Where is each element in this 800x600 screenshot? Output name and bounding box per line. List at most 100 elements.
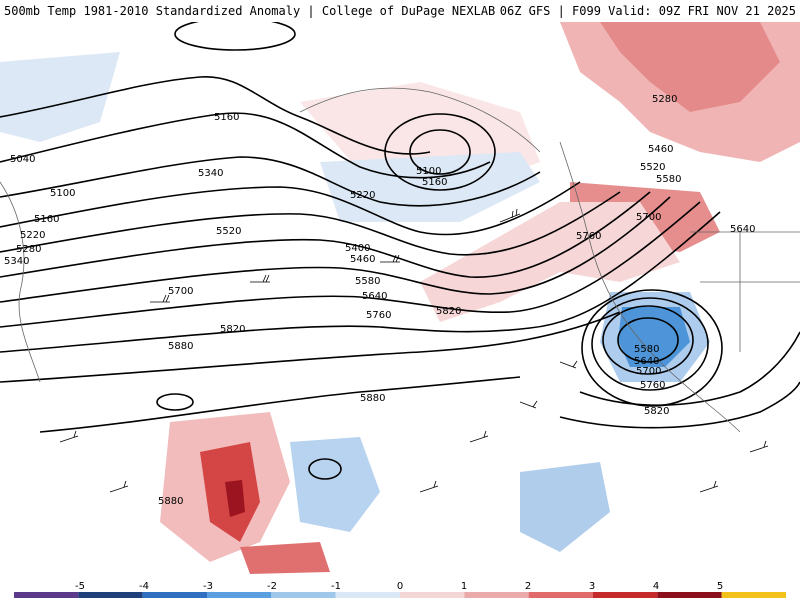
contour-label: 5100 bbox=[416, 166, 441, 177]
contour-label: 5880 bbox=[360, 393, 385, 404]
contour-label: 5700 bbox=[636, 366, 661, 377]
contour-label: 5880 bbox=[168, 341, 193, 352]
warm-anomaly-south-tail bbox=[240, 542, 330, 574]
contour-label: 5340 bbox=[198, 168, 223, 179]
cold-anomaly-trough bbox=[320, 152, 540, 222]
colorbar: -5 -4 -3 -2 -1 0 1 2 3 4 5 bbox=[14, 581, 786, 598]
contour-label: 5820 bbox=[220, 324, 245, 335]
colorbar-segment bbox=[335, 592, 400, 598]
colorbar-tick-label: 5 bbox=[717, 581, 723, 592]
coastline-alaska bbox=[299, 87, 541, 153]
warm-anomaly-northeast-core bbox=[600, 22, 780, 112]
colorbar-tick-label: 3 bbox=[589, 581, 595, 592]
wind-barb bbox=[150, 294, 170, 303]
colorbar-segments bbox=[14, 592, 786, 598]
contour-label: 5400 bbox=[345, 243, 370, 254]
wind-barb bbox=[699, 480, 719, 493]
model-run-label: 06Z GFS | F099 Valid: 09Z FRI NOV 21 202… bbox=[499, 4, 796, 18]
map-header: 500mb Temp 1981-2010 Standardized Anomal… bbox=[0, 0, 800, 22]
contour-line bbox=[579, 331, 800, 406]
colorbar-segment bbox=[78, 592, 143, 598]
contour-label: 5460 bbox=[350, 254, 375, 265]
colorbar-segment bbox=[528, 592, 593, 598]
colorbar-tick-label: 0 bbox=[397, 581, 403, 592]
contour-label: 5580 bbox=[355, 276, 380, 287]
colorbar-tick-label: -1 bbox=[331, 581, 341, 592]
contour-closed-high-northwest bbox=[174, 22, 296, 51]
contour-line bbox=[0, 191, 621, 256]
contour-line bbox=[39, 376, 521, 433]
colorbar-tick-label: 1 bbox=[461, 581, 467, 592]
contour-small-low bbox=[308, 458, 342, 480]
anomaly-shading bbox=[0, 22, 800, 574]
contour-label: 5700 bbox=[168, 286, 193, 297]
contour-label: 5640 bbox=[730, 224, 755, 235]
contour-line bbox=[559, 381, 800, 429]
wind-barb bbox=[419, 480, 439, 493]
contour-closed-low-north bbox=[409, 129, 471, 175]
colorbar-segment bbox=[14, 592, 79, 598]
contour-closed-low-southwest-4 bbox=[581, 289, 723, 407]
contour-line bbox=[0, 156, 541, 207]
contour-label: 5160 bbox=[34, 214, 59, 225]
contour-label: 5100 bbox=[50, 188, 75, 199]
contour-closed-low-southwest bbox=[617, 317, 679, 363]
contour-label: 5760 bbox=[576, 231, 601, 242]
colorbar-segment bbox=[400, 592, 465, 598]
contour-closed-low-north-outer bbox=[384, 113, 496, 191]
contour-label: 5040 bbox=[10, 154, 35, 165]
contour-label: 5640 bbox=[634, 356, 659, 367]
contour-line bbox=[0, 76, 431, 155]
contour-line bbox=[0, 201, 701, 328]
colorbar-tick-label: -2 bbox=[267, 581, 277, 592]
contour-closed-low-southwest-2 bbox=[602, 305, 694, 375]
colorbar-segment bbox=[207, 592, 272, 598]
contour-closed-low-southwest-3 bbox=[591, 297, 709, 391]
wind-barb bbox=[469, 430, 489, 443]
wind-barb bbox=[499, 208, 521, 223]
wind-barb bbox=[250, 274, 270, 283]
contour-label: 5520 bbox=[216, 226, 241, 237]
contour-small-high bbox=[156, 393, 194, 411]
wind-barb bbox=[109, 480, 129, 493]
coastlines bbox=[0, 87, 800, 433]
coastline-north-america bbox=[559, 141, 741, 433]
contour-label: 5760 bbox=[366, 310, 391, 321]
wind-barb bbox=[559, 360, 578, 369]
colorbar-tick-label: -4 bbox=[139, 581, 149, 592]
contour-label: 5220 bbox=[20, 230, 45, 241]
contour-line bbox=[0, 181, 581, 236]
height-contours bbox=[0, 22, 800, 480]
colorbar-tick-label: -5 bbox=[75, 581, 85, 592]
contour-label: 5280 bbox=[652, 94, 677, 105]
contour-label: 5520 bbox=[640, 162, 665, 173]
colorbar-ticks: -5 -4 -3 -2 -1 0 1 2 3 4 5 bbox=[75, 581, 723, 592]
contour-label: 5820 bbox=[644, 406, 669, 417]
contour-label: 5880 bbox=[158, 496, 183, 507]
contour-line bbox=[0, 196, 671, 303]
contour-label: 5580 bbox=[656, 174, 681, 185]
contour-line bbox=[0, 211, 721, 353]
contour-line bbox=[0, 311, 621, 383]
wind-barb bbox=[380, 254, 400, 263]
contour-labels: 5040 5100 5160 5220 5280 5340 5160 5340 … bbox=[4, 94, 755, 507]
contour-line bbox=[0, 112, 491, 179]
contour-label: 5220 bbox=[350, 190, 375, 201]
contour-line bbox=[0, 191, 651, 278]
contour-label: 5580 bbox=[634, 344, 659, 355]
colorbar-segment bbox=[721, 592, 786, 598]
contour-label: 5280 bbox=[16, 244, 41, 255]
colorbar-tick-label: 2 bbox=[525, 581, 531, 592]
weather-map: 5040 5100 5160 5220 5280 5340 5160 5340 … bbox=[0, 22, 800, 578]
warm-anomaly-south-peak bbox=[225, 480, 245, 517]
contour-label: 5460 bbox=[648, 144, 673, 155]
colorbar-tick-label: -3 bbox=[203, 581, 213, 592]
colorbar-segment bbox=[271, 592, 336, 598]
contour-label: 5760 bbox=[640, 380, 665, 391]
cold-anomaly-low-core bbox=[618, 307, 690, 367]
map-title: 500mb Temp 1981-2010 Standardized Anomal… bbox=[4, 4, 496, 18]
contour-label: 5160 bbox=[214, 112, 239, 123]
wind-barb bbox=[519, 400, 538, 409]
contour-label: 5160 bbox=[422, 177, 447, 188]
wind-barb bbox=[749, 440, 769, 453]
